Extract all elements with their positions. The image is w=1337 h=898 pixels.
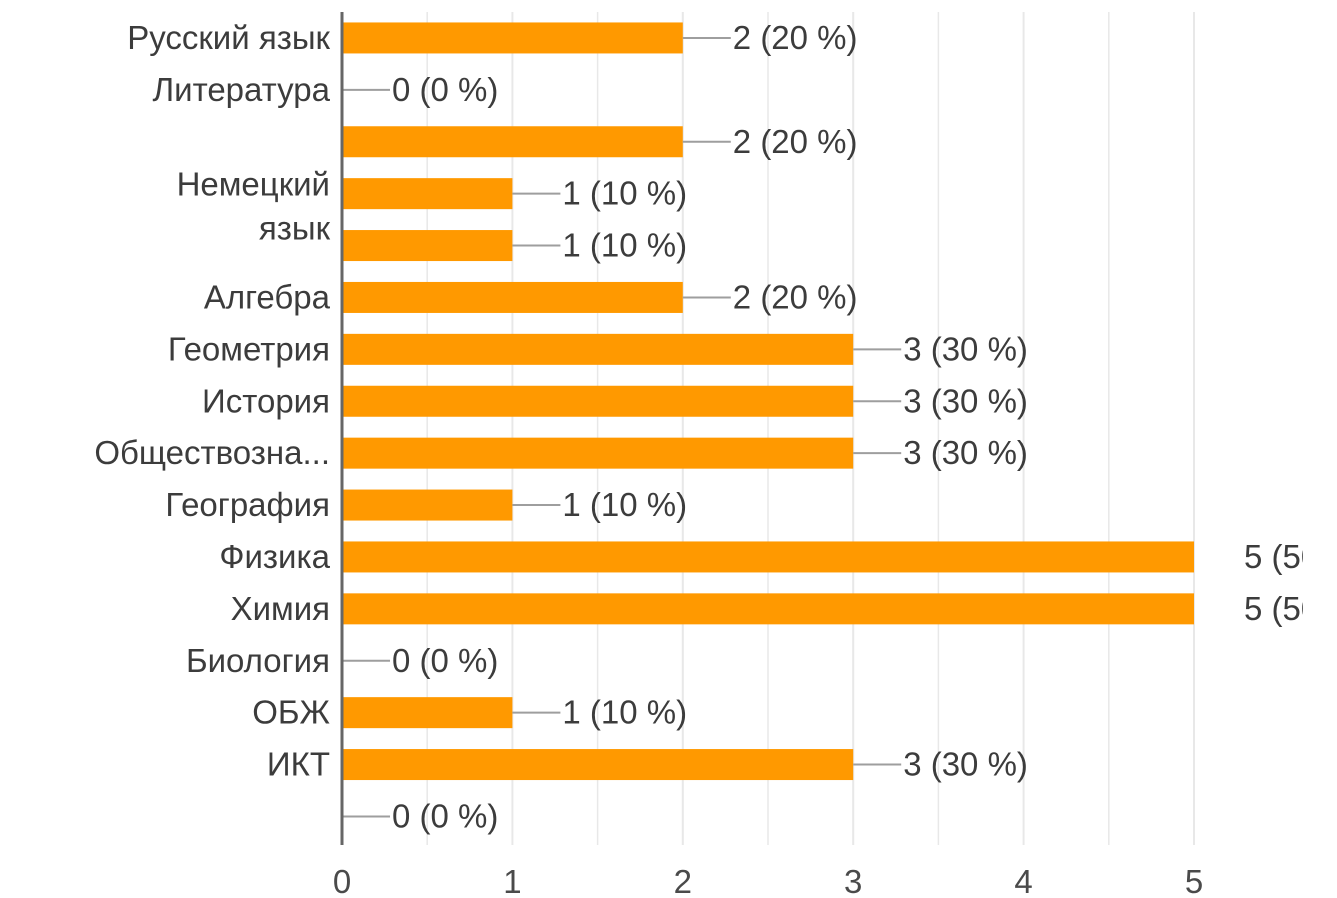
category-label: Обществозна... (94, 434, 330, 471)
data-label: 3 (30 %) (903, 330, 1028, 367)
data-label: 1 (10 %) (562, 175, 687, 212)
category-label: История (202, 382, 330, 419)
x-tick-label: 1 (503, 863, 521, 898)
category-label: ОБЖ (252, 694, 330, 731)
category-label-line: язык (259, 210, 331, 247)
category-label-line: Немецкий (177, 166, 330, 203)
x-tick-label: 5 (1185, 863, 1203, 898)
bar (343, 281, 683, 313)
category-label: Алгебра (204, 278, 331, 315)
bar (343, 593, 1194, 625)
data-label: 2 (20 %) (733, 278, 858, 315)
x-tick-label: 2 (674, 863, 692, 898)
data-label: 5 (50 %) (1244, 538, 1337, 575)
data-label: 1 (10 %) (562, 227, 687, 264)
data-label: 3 (30 %) (903, 382, 1028, 419)
x-tick-label: 4 (1014, 863, 1032, 898)
category-label: Немецкий язык (177, 166, 331, 247)
bar-layer (342, 22, 1194, 818)
bar (343, 749, 854, 781)
data-label: 0 (0 %) (392, 71, 498, 108)
bar (343, 489, 513, 521)
bar (343, 541, 1194, 573)
bar (343, 230, 513, 262)
category-label: Русский язык (127, 19, 330, 56)
category-label: ИКТ (267, 746, 330, 783)
category-label: Химия (231, 590, 330, 627)
data-label: 3 (30 %) (903, 434, 1028, 471)
data-label: 2 (20 %) (733, 19, 858, 56)
data-label: 2 (20 %) (733, 123, 858, 160)
category-label: Литература (153, 71, 331, 108)
category-label: Геометрия (168, 330, 330, 367)
bar (343, 437, 854, 469)
data-label: 1 (10 %) (562, 486, 687, 523)
category-label: География (165, 486, 330, 523)
category-label: Биология (186, 642, 330, 679)
data-label: 1 (10 %) (562, 694, 687, 731)
axis-layer: 0 1 2 3 4 5 Русский язык Литература Немецкий язык… (94, 12, 1203, 898)
category-label: Физика (219, 538, 330, 575)
data-label: 0 (0 %) (392, 797, 498, 834)
data-label: 3 (30 %) (903, 746, 1028, 783)
bar (343, 333, 854, 365)
x-tick-label: 0 (333, 863, 351, 898)
data-label: 5 (50 %) (1244, 590, 1337, 627)
label-layer: 2 (20 %) 0 (0 %) 2 (20 %) 1 (10 %) 1 (10 %) 2… (392, 19, 1337, 835)
bar (343, 126, 683, 158)
bar (343, 22, 683, 54)
bar (343, 178, 513, 210)
bar (343, 385, 854, 417)
bar (343, 697, 513, 729)
x-tick-label: 3 (844, 863, 862, 898)
data-label: 0 (0 %) (392, 642, 498, 679)
